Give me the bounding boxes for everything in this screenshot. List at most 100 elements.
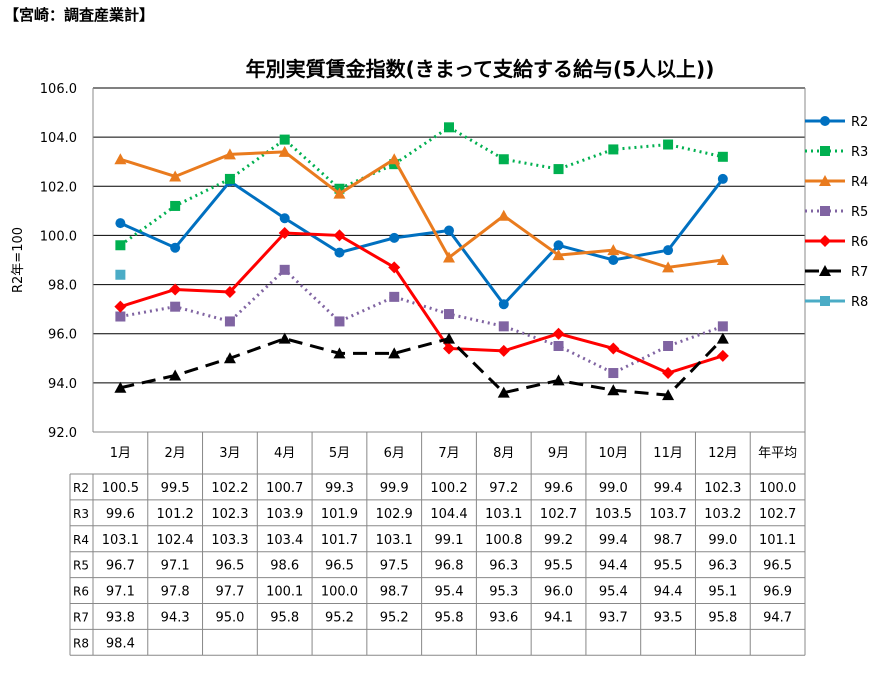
table-cell: 96.5 — [215, 559, 244, 574]
x-tick-label: 10月 — [599, 446, 629, 461]
marker-circle — [820, 116, 830, 126]
marker-triangle — [662, 261, 675, 273]
legend-item: R3 — [805, 145, 868, 160]
series-R4 — [114, 145, 729, 273]
legend-label: R8 — [851, 295, 868, 310]
marker-circle — [553, 240, 564, 251]
legend-item: R5 — [805, 205, 868, 220]
table-cell: 98.6 — [270, 559, 299, 574]
marker-diamond — [223, 285, 236, 298]
marker-diamond — [716, 349, 729, 362]
marker-square — [279, 134, 290, 145]
table-cell: 99.0 — [708, 533, 737, 548]
marker-square — [498, 154, 509, 165]
y-tick-label: 102.0 — [40, 180, 77, 195]
x-tick-label: 5月 — [329, 446, 350, 461]
legend-item: R4 — [805, 175, 868, 190]
legend-label: R5 — [851, 205, 868, 220]
table-cell: 100.1 — [266, 585, 303, 600]
table-cell: 96.7 — [106, 559, 135, 574]
y-axis-label: R2年=100 — [11, 227, 26, 293]
y-tick-label: 96.0 — [48, 328, 77, 343]
x-tick-label: 3月 — [219, 446, 240, 461]
marker-square — [820, 146, 830, 156]
table-cell: 95.4 — [599, 585, 628, 600]
marker-square — [717, 151, 728, 162]
table-cell: 101.9 — [321, 507, 358, 522]
table-cell: 104.4 — [430, 507, 467, 522]
table-row-label: R5 — [73, 559, 89, 573]
table-cell: 97.1 — [106, 585, 135, 600]
marker-triangle — [497, 386, 510, 398]
marker-diamond — [333, 229, 346, 242]
table-cell: 100.0 — [759, 481, 796, 496]
x-tick-label: 4月 — [274, 446, 295, 461]
table-cell: 102.9 — [376, 507, 413, 522]
table-cell: 103.9 — [266, 507, 303, 522]
marker-square — [498, 321, 509, 332]
table-cell: 96.3 — [489, 559, 518, 574]
series-line — [119, 150, 724, 269]
marker-diamond — [662, 367, 675, 380]
table-cell: 99.1 — [435, 533, 464, 548]
marker-square — [444, 122, 454, 133]
table-cell: 99.6 — [544, 481, 573, 496]
marker-square — [608, 368, 619, 379]
table-cell: 96.5 — [325, 559, 354, 574]
series-line — [120, 336, 724, 397]
x-tick-label: 2月 — [165, 446, 186, 461]
marker-triangle — [497, 209, 510, 221]
table-row-label: R8 — [73, 636, 89, 650]
table-cell: 99.0 — [599, 481, 628, 496]
marker-triangle — [333, 187, 346, 199]
table-cell: 99.6 — [106, 507, 135, 522]
table-cell: 99.9 — [380, 481, 409, 496]
table-cell: 95.2 — [380, 611, 409, 626]
marker-circle — [279, 213, 290, 224]
header-label: 【宮崎：調査産業計】 — [4, 6, 154, 24]
marker-square — [389, 291, 400, 302]
marker-triangle — [552, 249, 565, 261]
table-cell: 97.2 — [489, 481, 518, 496]
marker-triangle — [716, 254, 729, 265]
marker-circle — [717, 173, 728, 184]
table-cell: 100.2 — [430, 481, 467, 496]
legend-label: R3 — [851, 145, 868, 160]
marker-square — [820, 206, 830, 216]
x-tick-label: 7月 — [438, 446, 459, 461]
marker-square — [224, 173, 235, 184]
table-cell: 103.4 — [266, 533, 303, 548]
marker-square — [608, 144, 619, 155]
table-cell: 99.2 — [544, 533, 573, 548]
table-cell: 95.1 — [708, 585, 737, 600]
table-cell: 99.4 — [654, 481, 683, 496]
table-cell: 99.3 — [325, 481, 354, 496]
table-cell: 96.5 — [763, 559, 792, 574]
table-cell: 95.3 — [489, 585, 518, 600]
table-cell: 95.8 — [270, 611, 299, 626]
marker-triangle — [607, 244, 620, 256]
x-tick-label: 6月 — [384, 446, 405, 461]
table-cell: 95.8 — [435, 611, 464, 626]
table-cell: 102.3 — [211, 507, 248, 522]
table-cell: 103.5 — [595, 507, 632, 522]
table-row-label: R6 — [73, 585, 89, 599]
table-cell: 97.7 — [215, 585, 244, 600]
table-cell: 96.0 — [544, 585, 573, 600]
marker-triangle — [388, 347, 401, 359]
marker-triangle — [716, 332, 729, 344]
marker-triangle — [169, 369, 182, 381]
marker-circle — [334, 247, 345, 258]
table-cell: 100.5 — [102, 481, 139, 496]
table-cell: 95.4 — [435, 585, 464, 600]
marker-triangle — [223, 148, 236, 160]
marker-circle — [115, 218, 126, 229]
table-cell: 94.4 — [654, 585, 683, 600]
table-cell: 103.1 — [485, 507, 522, 522]
table-cell: 96.8 — [435, 559, 464, 574]
series-R2 — [115, 173, 728, 310]
marker-square — [820, 296, 830, 306]
marker-triangle — [443, 332, 455, 344]
marker-circle — [389, 232, 400, 243]
